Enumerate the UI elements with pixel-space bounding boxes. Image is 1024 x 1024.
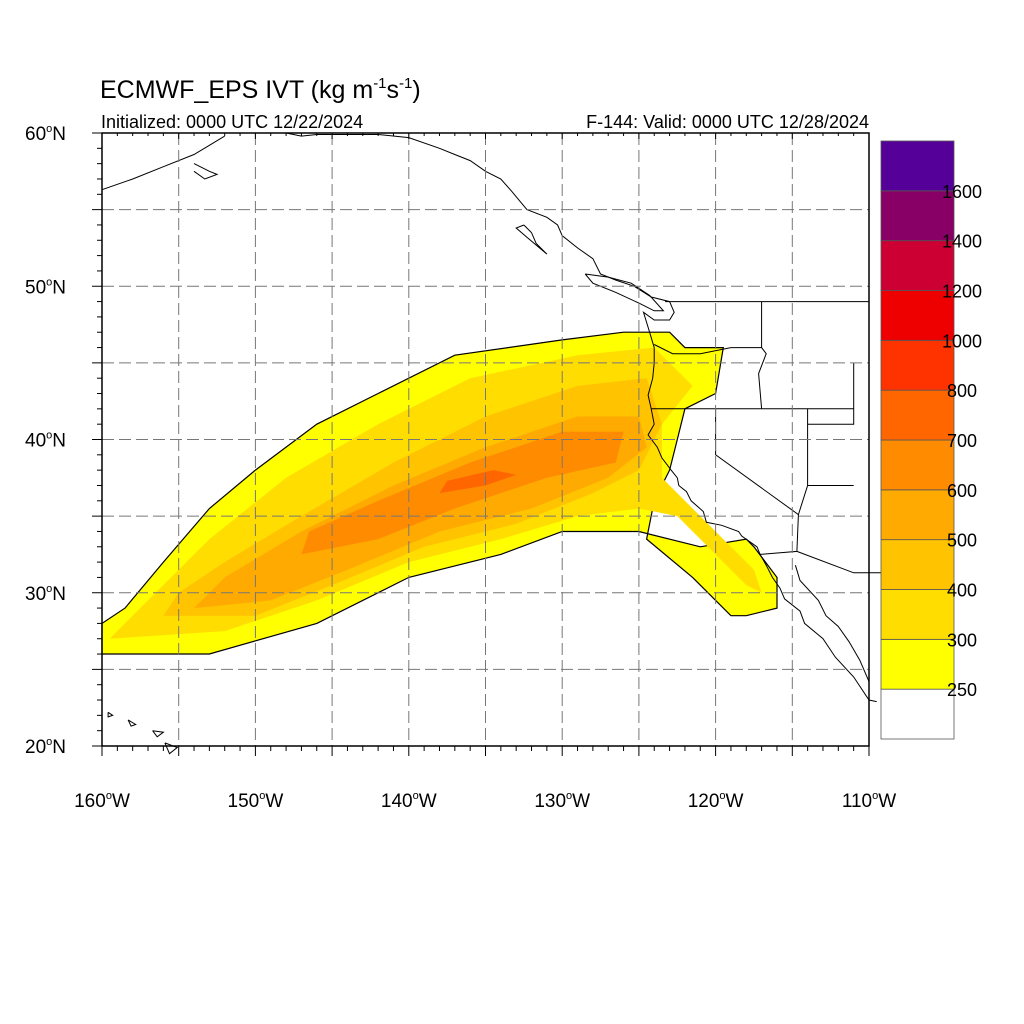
colorbar-label: 1600 [942, 182, 982, 202]
colorbar-label: 800 [947, 381, 977, 401]
colorbar-swatch [880, 688, 955, 740]
lat-tick-label: 40oN [25, 430, 66, 452]
coast-segment [107, 711, 114, 718]
ivt-band-600 [301, 431, 624, 555]
ivt-plume [101, 331, 778, 655]
colorbar-label: 400 [947, 581, 977, 601]
chart-title: ECMWF_EPS IVT (kg m-1s-1) [100, 75, 421, 104]
colorbar: 250 300 400 500 600 700 800 1000 1200 1400 1600 [880, 140, 982, 740]
coast-segment [152, 730, 165, 738]
gridlines [102, 133, 869, 746]
lon-tick-label: 110oW [842, 790, 896, 812]
colorbar-swatch [880, 339, 955, 391]
lon-tick-label: 130oW [534, 790, 590, 812]
ivt-band-700 [439, 470, 517, 494]
colorbar-label: 1400 [942, 232, 982, 252]
colorbar-swatch [880, 589, 955, 640]
lat-tick-label: 30oN [25, 583, 66, 605]
lon-tick-label: 160oW [74, 790, 130, 812]
colorbar-label: 1000 [942, 331, 982, 351]
colorbar-label: 1200 [942, 282, 982, 302]
colorbar-swatch [880, 638, 955, 690]
latitude-labels: 60oN 50oN 40oN 30oN 20oN [25, 123, 66, 758]
coast-segment [193, 163, 219, 180]
colorbar-swatch [880, 489, 955, 541]
valid-time-label: F-144: Valid: 0000 UTC 12/28/2024 [586, 112, 869, 132]
colorbar-swatch [880, 140, 955, 192]
colorbar-swatch [880, 290, 955, 341]
map-frame [101, 132, 870, 747]
lon-tick-label: 150oW [228, 790, 284, 812]
colorbar-label: 600 [947, 481, 977, 501]
coast-segment [286, 132, 877, 703]
lat-tick-label: 50oN [25, 276, 66, 298]
colorbar-label: 500 [947, 531, 977, 551]
coast-segment [127, 719, 137, 727]
lat-tick-label: 60oN [25, 123, 66, 145]
map-plot [92, 132, 897, 756]
longitude-labels: 160oW 150oW 140oW 130oW 120oW 110oW [74, 790, 896, 812]
lat-tick-label: 20oN [25, 736, 66, 758]
border-segment [653, 344, 762, 355]
coast-segment [584, 273, 665, 312]
coast-segment [515, 224, 548, 255]
colorbar-swatch [880, 439, 955, 491]
lon-tick-label: 140oW [381, 790, 437, 812]
colorbar-label: 700 [947, 431, 977, 451]
border-segment [758, 301, 767, 409]
init-time-label: Initialized: 0000 UTC 12/22/2024 [101, 112, 363, 132]
colorbar-swatch [880, 240, 955, 291]
coastlines [101, 132, 897, 755]
colorbar-swatch [880, 389, 955, 441]
lon-tick-label: 120oW [688, 790, 744, 812]
colorbar-label: 300 [947, 630, 977, 650]
colorbar-swatch [880, 190, 955, 242]
coast-segment [794, 565, 870, 682]
colorbar-label: 250 [947, 680, 977, 700]
colorbar-swatch [880, 539, 955, 590]
border-segment [807, 362, 855, 425]
coast-segment [164, 742, 179, 755]
